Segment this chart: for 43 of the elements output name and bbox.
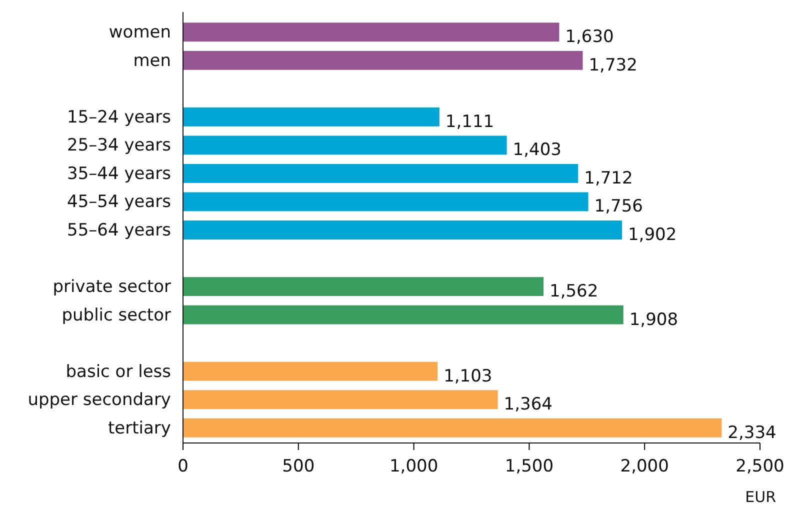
y-tick-label: 45–54 years — [67, 192, 172, 212]
x-tick-label: 500 — [282, 456, 315, 477]
x-tick-label: 2,500 — [736, 456, 784, 477]
y-tick-label: public sector — [62, 305, 171, 326]
data-label: 1,908 — [629, 310, 678, 330]
bar — [183, 50, 583, 70]
bar — [183, 418, 722, 438]
y-tick-label: tertiary — [108, 418, 171, 438]
bar — [183, 277, 544, 296]
bar — [183, 362, 438, 381]
data-label: 1,756 — [594, 196, 643, 217]
x-tick-label: 2,000 — [620, 456, 669, 477]
data-label: 1,103 — [444, 366, 492, 386]
x-tick-label: 1,000 — [389, 456, 438, 477]
x-tick-label: 1,500 — [504, 456, 554, 477]
y-tick-label: private sector — [52, 276, 172, 297]
bar — [183, 164, 578, 183]
data-label: 1,403 — [512, 140, 562, 160]
x-axis-title: EUR — [745, 488, 776, 506]
bar — [183, 107, 440, 126]
data-label: 2,334 — [728, 422, 776, 443]
y-tick-label: 35–44 years — [67, 164, 172, 184]
bar — [183, 390, 498, 410]
bar — [183, 22, 560, 42]
bar — [183, 192, 588, 212]
data-label: 1,364 — [504, 394, 552, 415]
data-label: 1,111 — [445, 112, 494, 132]
y-tick-label: upper secondary — [28, 390, 171, 410]
data-label: 1,630 — [565, 27, 614, 48]
bar — [183, 305, 624, 324]
y-tick-label: men — [133, 50, 171, 71]
data-label: 1,562 — [550, 282, 598, 302]
data-label: 1,732 — [588, 55, 638, 76]
y-tick-label: 25–34 years — [67, 136, 172, 156]
data-label: 1,712 — [584, 168, 633, 188]
x-tick-label: 0 — [178, 456, 188, 477]
data-label: 1,902 — [628, 225, 677, 245]
y-tick-label: 55–64 years — [67, 220, 172, 240]
y-tick-label: 15–24 years — [67, 107, 172, 128]
y-tick-label: basic or less — [66, 362, 172, 382]
bar — [183, 136, 507, 155]
y-tick-label: women — [108, 22, 171, 43]
bar — [183, 220, 622, 240]
